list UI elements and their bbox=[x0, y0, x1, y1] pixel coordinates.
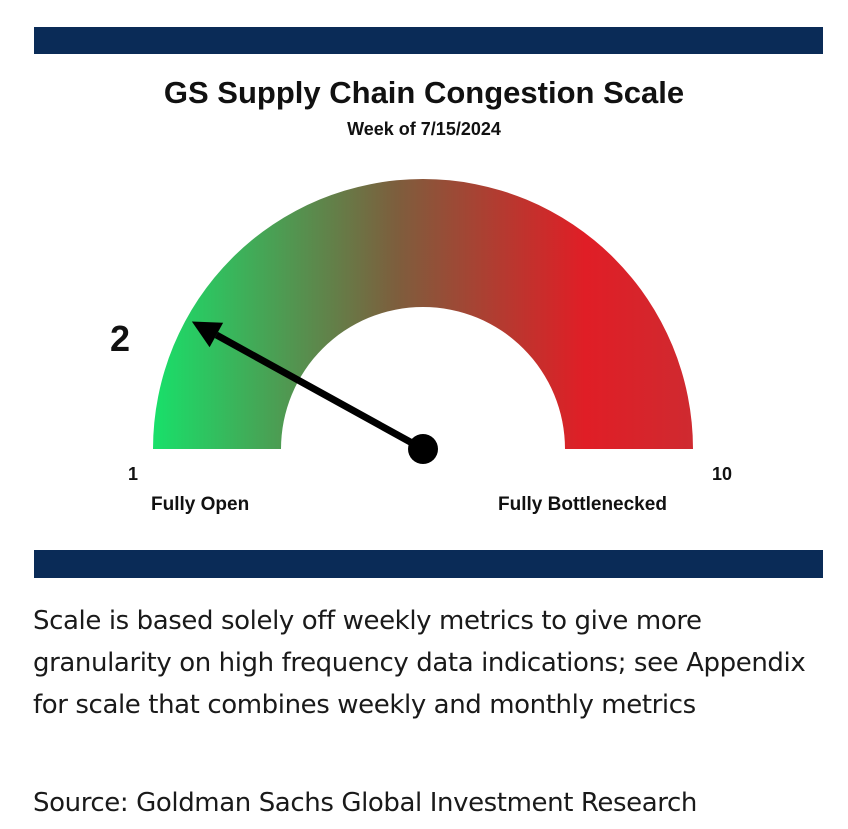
gauge-max-caption: Fully Bottlenecked bbox=[498, 494, 667, 515]
gauge-min-label: 1 bbox=[128, 464, 138, 484]
gauge-min-caption: Fully Open bbox=[151, 494, 249, 515]
gauge-needle bbox=[214, 331, 425, 453]
footnote-text: Scale is based solely off weekly metrics… bbox=[33, 606, 806, 720]
gauge-needle-hub bbox=[408, 434, 438, 464]
gauge-arc bbox=[153, 179, 693, 449]
source-text: Source: Goldman Sachs Global Investment … bbox=[33, 788, 697, 818]
top-divider-bar bbox=[34, 27, 823, 54]
gauge-max-label: 10 bbox=[712, 464, 732, 484]
chart-subtitle: Week of 7/15/2024 bbox=[347, 119, 501, 139]
gauge-needle-arrowhead bbox=[191, 321, 224, 348]
gauge-chart: 2 1 10 Fully Open Fully Bottlenecked bbox=[110, 179, 732, 515]
gauge-value-label: 2 bbox=[110, 318, 130, 359]
chart-title: GS Supply Chain Congestion Scale bbox=[163, 75, 685, 110]
bottom-divider-bar bbox=[34, 550, 823, 578]
